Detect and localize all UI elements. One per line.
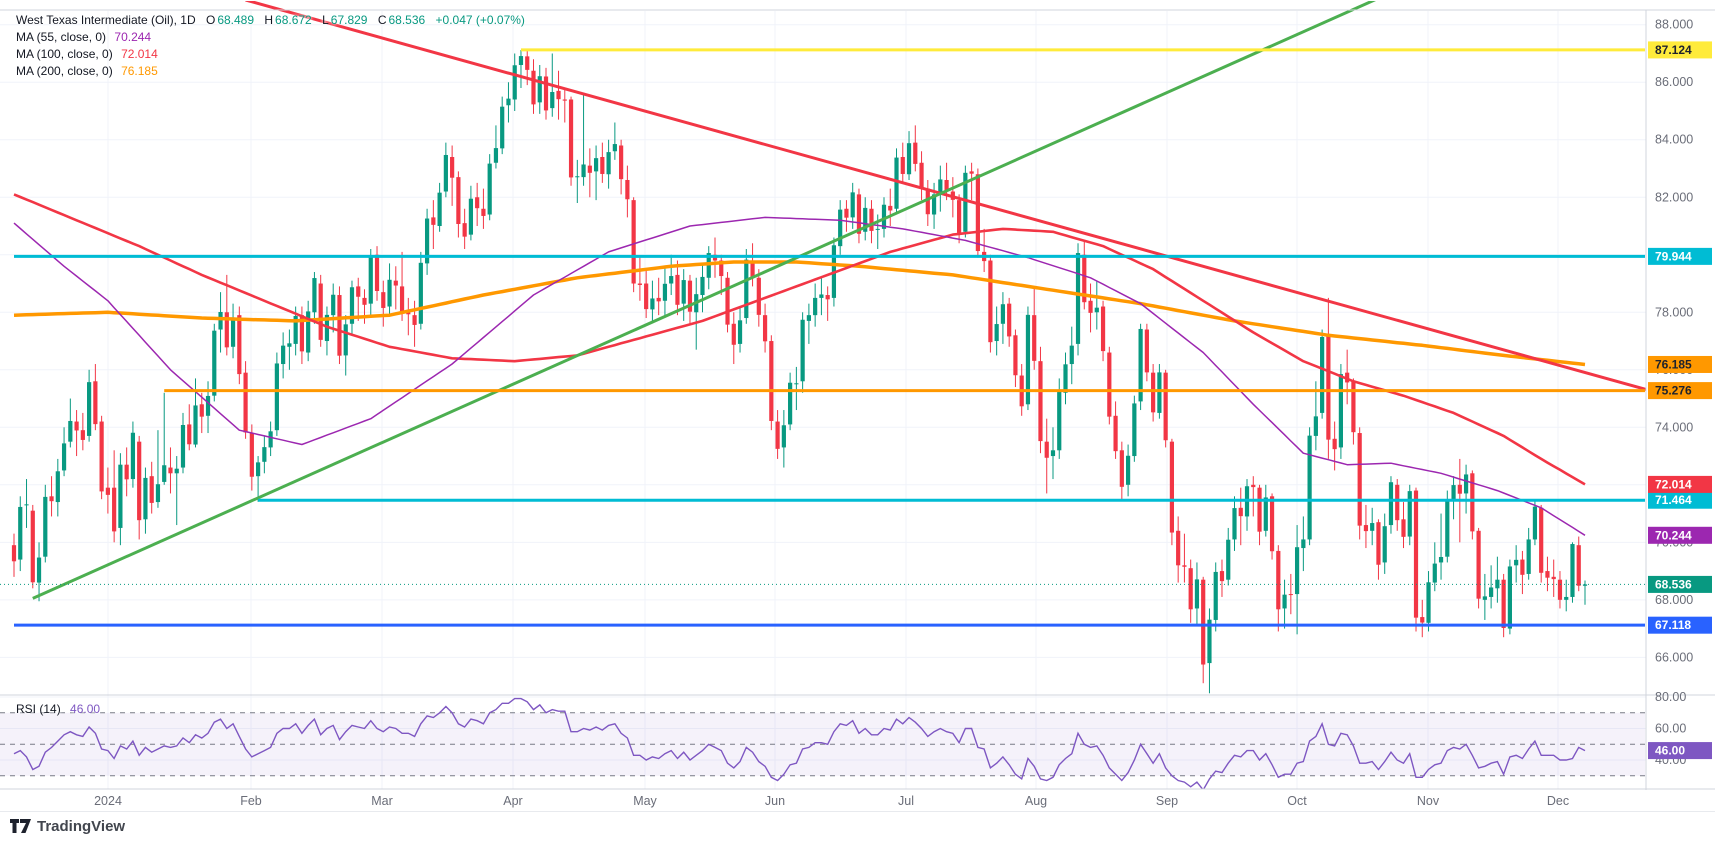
svg-text:72.014: 72.014 (1655, 477, 1692, 491)
time-label-Oct: Oct (1287, 794, 1307, 808)
symbol-title: West Texas Intermediate (Oil), 1D (16, 13, 196, 27)
time-label-Sep: Sep (1156, 794, 1178, 808)
svg-text:70.244: 70.244 (1655, 528, 1692, 542)
red-descending-trendline[interactable] (245, 0, 1648, 392)
rsi-line[interactable] (13, 697, 1586, 790)
time-label-Jul: Jul (898, 794, 914, 808)
ma-200-value: 76.185 (121, 64, 158, 78)
rsi-band-layer (0, 712, 1645, 777)
change-value: +0.047 (+0.07%) (435, 13, 525, 27)
price-badge: 71.464 (1648, 491, 1712, 509)
price-badge: 75.276 (1648, 382, 1712, 400)
ma-200-row[interactable]: MA (200, close, 0) 76.185 (16, 63, 525, 80)
ma-100-value: 72.014 (121, 47, 158, 61)
time-label-Dec: Dec (1547, 794, 1569, 808)
svg-text:60.00: 60.00 (1655, 722, 1686, 736)
svg-text:68.536: 68.536 (1655, 577, 1692, 591)
ma-55-row[interactable]: MA (55, close, 0) 70.244 (16, 29, 525, 46)
main-legend: West Texas Intermediate (Oil), 1D O 68.48… (16, 12, 525, 80)
svg-text:76.185: 76.185 (1655, 357, 1692, 371)
svg-text:74.000: 74.000 (1655, 420, 1693, 434)
ma-55-line[interactable] (13, 216, 1586, 536)
price-badge: 68.536 (1648, 575, 1712, 593)
svg-text:84.000: 84.000 (1655, 133, 1693, 147)
green-ascending-trendline[interactable] (32, 0, 1422, 600)
price-badge: 72.014 (1648, 475, 1712, 493)
ma-55-value: 70.244 (114, 30, 152, 44)
ma-200-label: MA (200, close, 0) (16, 64, 113, 78)
ma-100-label: MA (100, close, 0) (16, 47, 113, 61)
time-label-2024: 2024 (94, 794, 122, 808)
time-label-Mar: Mar (371, 794, 393, 808)
price-badge: 87.124 (1648, 41, 1712, 59)
tradingview-logo-text: TradingView (37, 818, 126, 835)
price-badge: 67.118 (1648, 616, 1712, 634)
ohlc-high: H 68.672 (264, 13, 312, 27)
rsi-legend[interactable]: RSI (14) 46.00 (16, 702, 100, 716)
ohlc-low: L 67.829 (322, 13, 368, 27)
ma-55-label: MA (55, close, 0) (16, 30, 107, 44)
ohlc-open: O 68.489 (205, 13, 255, 27)
time-label-Nov: Nov (1417, 794, 1440, 808)
price-badge: 46.00 (1648, 742, 1712, 760)
tradingview-logo[interactable]: TradingView (10, 818, 125, 835)
pane-separators (0, 9, 1715, 812)
rsi-value: 46.00 (70, 702, 101, 716)
svg-text:71.464: 71.464 (1655, 493, 1692, 507)
price-axis-badges: 87.124 79.944 75.276 71.464 67.118 76.185 72.0… (1648, 41, 1712, 760)
time-label-Jun: Jun (765, 794, 785, 808)
svg-text:75.276: 75.276 (1655, 384, 1692, 398)
time-axis[interactable]: 2024 Feb Mar Apr May Jun Jul Aug Sep Oct Nov Dec (94, 794, 1569, 808)
candles-layer (11, 50, 1588, 694)
ma-200-line[interactable] (13, 260, 1586, 367)
time-label-May: May (633, 794, 657, 808)
price-badge: 76.185 (1648, 355, 1712, 373)
ma-100-row[interactable]: MA (100, close, 0) 72.014 (16, 46, 525, 63)
time-label-Feb: Feb (240, 794, 262, 808)
ohlc-close: C 68.536 (377, 13, 426, 27)
time-label-Aug: Aug (1025, 794, 1047, 808)
symbol-row[interactable]: West Texas Intermediate (Oil), 1D O 68.48… (16, 12, 525, 29)
price-badge: 79.944 (1648, 247, 1712, 265)
chart-canvas[interactable]: 88.00086.00084.00082.00080.00078.00076.0… (0, 0, 1715, 812)
tradingview-logo-icon (10, 819, 31, 833)
svg-text:46.00: 46.00 (1655, 744, 1685, 758)
price-badge: 70.244 (1648, 526, 1712, 544)
time-label-Apr: Apr (503, 794, 522, 808)
svg-text:78.000: 78.000 (1655, 305, 1693, 319)
svg-text:79.944: 79.944 (1655, 249, 1692, 263)
svg-text:88.000: 88.000 (1655, 18, 1693, 32)
svg-text:66.000: 66.000 (1655, 650, 1693, 664)
grid-layer (0, 11, 1646, 789)
rsi-label: RSI (16, 702, 37, 716)
svg-text:80.00: 80.00 (1655, 690, 1686, 704)
svg-text:82.000: 82.000 (1655, 190, 1693, 204)
svg-text:87.124: 87.124 (1655, 43, 1692, 57)
rsi-params: (14) (39, 702, 61, 716)
ma-100-line[interactable] (13, 193, 1586, 486)
svg-text:86.000: 86.000 (1655, 75, 1693, 89)
svg-text:67.118: 67.118 (1655, 618, 1691, 632)
svg-text:68.000: 68.000 (1655, 593, 1693, 607)
